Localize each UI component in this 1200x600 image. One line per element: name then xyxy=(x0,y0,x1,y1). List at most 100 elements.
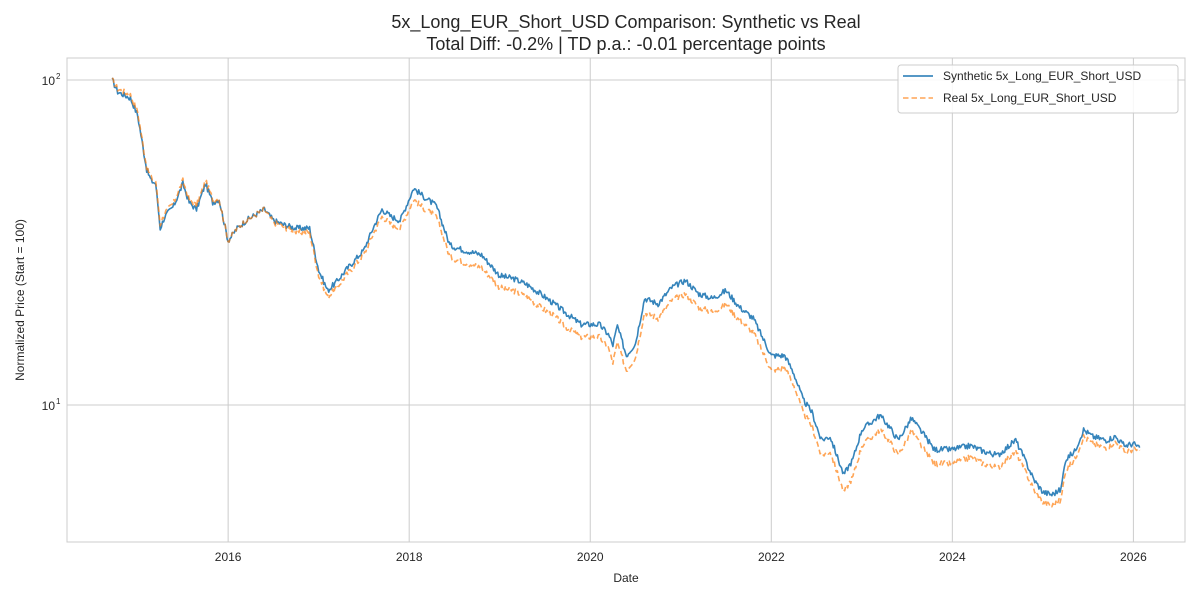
grid-layer xyxy=(67,58,1185,542)
synthetic-data-point xyxy=(1015,439,1017,441)
synthetic-data-point xyxy=(739,306,741,308)
real-data-point xyxy=(137,111,139,113)
y-tick-exponent: 1 xyxy=(56,397,61,406)
real-data-point xyxy=(725,303,727,305)
synthetic-data-point xyxy=(811,412,813,414)
real-data-point xyxy=(112,79,114,81)
real-data-point xyxy=(879,429,881,431)
real-data-point xyxy=(182,180,184,182)
synthetic-data-point xyxy=(1092,436,1094,438)
synthetic-data-point xyxy=(861,429,863,431)
real-data-point xyxy=(911,431,913,433)
legend: Synthetic 5x_Long_EUR_Short_USD Real 5x_… xyxy=(897,64,1179,114)
real-data-point xyxy=(282,225,284,227)
synthetic-data-point xyxy=(1139,447,1141,449)
real-data-point xyxy=(608,347,610,349)
real-data-point xyxy=(188,198,190,200)
real-data-point xyxy=(1065,470,1067,472)
synthetic-data-point xyxy=(608,334,610,336)
synthetic-data-point xyxy=(580,324,582,326)
real-data-point xyxy=(752,331,754,333)
chart-title: 5x_Long_EUR_Short_USD Comparison: Synthe… xyxy=(391,12,860,33)
plot-frame xyxy=(66,57,1186,543)
x-axis-ticks: 2016 2018 2020 2022 2024 2026 xyxy=(215,550,1147,564)
real-data-point xyxy=(888,439,890,441)
real-data-point xyxy=(784,367,786,369)
synthetic-data-point xyxy=(924,436,926,438)
synthetic-data-point xyxy=(829,436,831,438)
real-data-point xyxy=(698,306,700,308)
synthetic-data-point xyxy=(997,455,999,457)
real-data-point xyxy=(117,88,119,90)
real-data-point xyxy=(712,311,714,313)
synthetic-data-point xyxy=(1074,451,1076,453)
real-data-point xyxy=(123,91,125,93)
synthetic-data-point xyxy=(1105,439,1107,441)
synthetic-data-point xyxy=(685,280,687,282)
synthetic-data-point xyxy=(725,290,727,292)
real-data-point xyxy=(150,177,152,179)
synthetic-data-point xyxy=(481,254,483,256)
legend-label-synthetic: Synthetic 5x_Long_EUR_Short_USD xyxy=(943,69,1141,83)
synthetic-data-point xyxy=(712,298,714,300)
real-data-point xyxy=(372,234,374,236)
synthetic-data-point xyxy=(933,449,935,451)
real-data-point xyxy=(273,222,275,224)
synthetic-data-point xyxy=(142,147,144,149)
real-data-point xyxy=(513,290,515,292)
y-tick-label: 10 xyxy=(42,74,56,88)
synthetic-data-point xyxy=(897,439,899,441)
real-data-point xyxy=(295,232,297,234)
real-data-point xyxy=(1092,443,1094,445)
real-data-point xyxy=(1083,436,1085,438)
real-data-point xyxy=(612,362,614,364)
real-data-point xyxy=(481,267,483,269)
real-data-point xyxy=(309,232,311,234)
real-data-point xyxy=(381,216,383,218)
real-data-point xyxy=(236,227,238,229)
x-tick-label: 2016 xyxy=(215,550,242,564)
synthetic-data-point xyxy=(793,373,795,375)
synthetic-data-point xyxy=(422,195,424,197)
real-data-point xyxy=(463,262,465,264)
synthetic-data-point xyxy=(820,439,822,441)
synthetic-data-point xyxy=(657,303,659,305)
x-axis-label: Date xyxy=(613,571,639,585)
real-data-point xyxy=(130,94,132,96)
synthetic-data-point xyxy=(463,249,465,251)
real-data-point xyxy=(146,166,148,168)
synthetic-data-point xyxy=(381,209,383,211)
real-data-point xyxy=(599,336,601,338)
synthetic-data-point xyxy=(698,293,700,295)
real-data-point xyxy=(336,287,338,289)
real-data-point xyxy=(164,212,166,214)
synthetic-data-point xyxy=(1124,445,1126,447)
real-data-point xyxy=(212,198,214,200)
x-tick-label: 2018 xyxy=(396,550,423,564)
real-data-point xyxy=(861,445,863,447)
synthetic-data-point xyxy=(130,97,132,99)
x-tick-label: 2022 xyxy=(758,550,785,564)
real-data-point xyxy=(1124,451,1126,453)
real-data-point xyxy=(771,369,773,371)
real-data-point xyxy=(1051,505,1053,507)
real-data-point xyxy=(626,369,628,371)
real-data-point xyxy=(327,296,329,298)
synthetic-data-point xyxy=(626,355,628,357)
synthetic-data-point xyxy=(671,287,673,289)
real-data-point xyxy=(802,412,804,414)
synthetic-data-point xyxy=(413,187,415,189)
real-data-point xyxy=(142,145,144,147)
real-data-point xyxy=(970,457,972,459)
real-data-point xyxy=(227,240,229,242)
plot-area xyxy=(66,57,1186,543)
synthetic-data-point xyxy=(612,344,614,346)
y-tick-exponent: 2 xyxy=(56,72,61,81)
legend-frame xyxy=(897,64,1179,114)
synthetic-data-point xyxy=(372,227,374,229)
synthetic-data-point xyxy=(911,418,913,420)
plot-background xyxy=(67,58,1185,542)
series-line-real xyxy=(111,77,1141,508)
x-tick-label: 2026 xyxy=(1120,550,1147,564)
